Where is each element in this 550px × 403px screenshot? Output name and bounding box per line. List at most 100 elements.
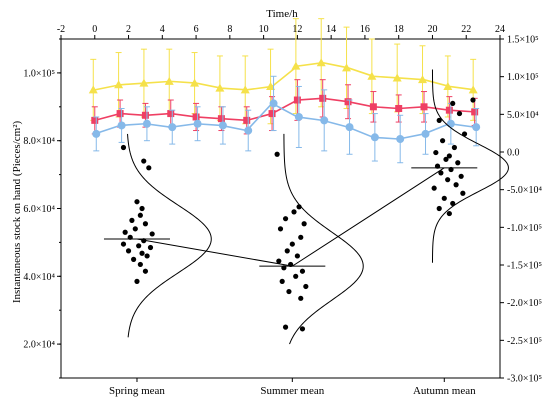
series-marker-circle: [446, 119, 455, 128]
right-axis-tick-label: 1.5×10⁵: [507, 35, 539, 46]
scatter-point: [122, 229, 128, 235]
series-marker-circle: [218, 121, 227, 130]
scatter-point: [451, 144, 458, 151]
series-marker-circle: [244, 126, 253, 135]
right-axis-tick-label: -3.0×10⁵: [507, 374, 542, 385]
scatter-point: [136, 243, 142, 249]
scatter-point: [139, 250, 145, 256]
scatter-point: [146, 165, 152, 171]
series-marker-square: [217, 115, 225, 123]
series-marker-circle: [370, 133, 379, 142]
scatter-point: [141, 158, 147, 164]
right-axis-tick-label: -2.0×10⁵: [507, 298, 542, 309]
scatter-point: [445, 177, 451, 183]
top-axis-tick-label: 24: [495, 24, 505, 35]
means-group: [103, 167, 478, 267]
series-marker-square: [319, 94, 327, 102]
scatter-point: [147, 244, 154, 251]
scatter-point: [299, 268, 306, 274]
series-marker-square: [192, 113, 200, 121]
distribution-curve: [127, 133, 212, 338]
scatter-point: [137, 212, 143, 218]
scatter-point: [294, 253, 300, 259]
series-marker-square: [243, 116, 251, 124]
series-marker-circle: [421, 129, 430, 138]
scatter-point: [134, 278, 140, 284]
series-marker-circle: [193, 119, 202, 128]
scatter-point: [284, 248, 290, 254]
scatter-point: [139, 205, 145, 212]
left-axis-tick-label: 1.0×10⁵: [23, 68, 55, 79]
scatter-point: [282, 216, 289, 222]
scatter-point: [276, 258, 282, 264]
right-axis-tick-label: 5.0×10⁴: [507, 110, 539, 121]
series-marker-triangle: [443, 81, 453, 90]
scatter-points-group: [120, 97, 476, 332]
right-axis-tick-label: -5.0×10⁴: [507, 185, 542, 196]
series-marker-square: [167, 110, 175, 118]
series-marker-triangle: [164, 76, 174, 85]
series-marker-square: [344, 98, 352, 106]
right-axis-tick-label: -1.0×10⁵: [507, 223, 542, 234]
top-axis-tick-label: 12: [292, 24, 302, 35]
scatter-point: [470, 97, 476, 103]
category-label: Summer mean: [260, 385, 324, 397]
scatter-point: [439, 138, 446, 144]
series-marker-circle: [396, 135, 405, 144]
scatter-point: [289, 241, 295, 247]
category-label: Spring mean: [109, 385, 165, 397]
means-connector: [136, 167, 445, 267]
top-axis-tick-label: -2: [57, 24, 65, 35]
series-marker-triangle: [291, 61, 301, 70]
top-axis-tick-label: 16: [360, 24, 370, 35]
scatter-point: [453, 182, 459, 188]
right-axis-tick-label: -2.5×10⁵: [507, 336, 542, 347]
series-marker-circle: [472, 123, 481, 132]
top-axis-tick-label: 2: [126, 24, 131, 35]
series-marker-triangle: [418, 75, 428, 84]
scatter-point: [142, 268, 149, 274]
series-marker-triangle: [114, 80, 124, 89]
scatter-point: [134, 199, 140, 205]
series-marker-triangle: [392, 73, 402, 82]
series-marker-square: [420, 103, 428, 111]
scatter-point: [299, 326, 306, 332]
left-axis-tick-label: 4.0×10⁴: [23, 272, 55, 283]
top-axis-tick-label: 20: [427, 24, 437, 35]
scatter-point: [298, 295, 304, 301]
scatter-point: [458, 173, 464, 179]
scatter-point: [296, 204, 302, 210]
scatter-point: [144, 253, 150, 259]
series-marker-circle: [269, 99, 278, 108]
scatter-point: [149, 231, 155, 237]
series-marker-circle: [92, 129, 101, 138]
left-axis-tick-label: 6.0×10⁴: [23, 204, 55, 215]
scatter-point: [132, 226, 138, 232]
scatter-point: [298, 234, 304, 240]
series-line: [94, 97, 475, 122]
scatter-point: [455, 160, 461, 166]
scatter-point: [443, 156, 449, 162]
scatter-point: [438, 170, 444, 176]
series-marker-circle: [142, 119, 151, 128]
right-axis-tick-label: -1.5×10⁵: [507, 261, 542, 272]
scatter-point: [450, 100, 456, 107]
left-axis-tick-label: 8.0×10⁴: [23, 136, 55, 147]
series-marker-triangle: [88, 85, 98, 94]
distribution-curves-group: [127, 69, 509, 345]
right-axis-tick-label: 1.0×10⁵: [507, 72, 539, 83]
scatter-point: [125, 248, 132, 254]
plot-frame: [60, 38, 501, 379]
series-marker-square: [293, 96, 301, 104]
series-line: [94, 102, 475, 140]
series-marker-square: [445, 106, 453, 114]
scatter-point: [286, 288, 292, 295]
series-marker-circle: [320, 116, 329, 125]
series-marker-triangle: [190, 78, 200, 87]
series-marker-triangle: [266, 81, 276, 90]
scatter-point: [436, 117, 442, 123]
scatter-point: [129, 217, 135, 223]
top-axis-tick-label: 8: [227, 24, 232, 35]
series-line: [94, 61, 475, 91]
